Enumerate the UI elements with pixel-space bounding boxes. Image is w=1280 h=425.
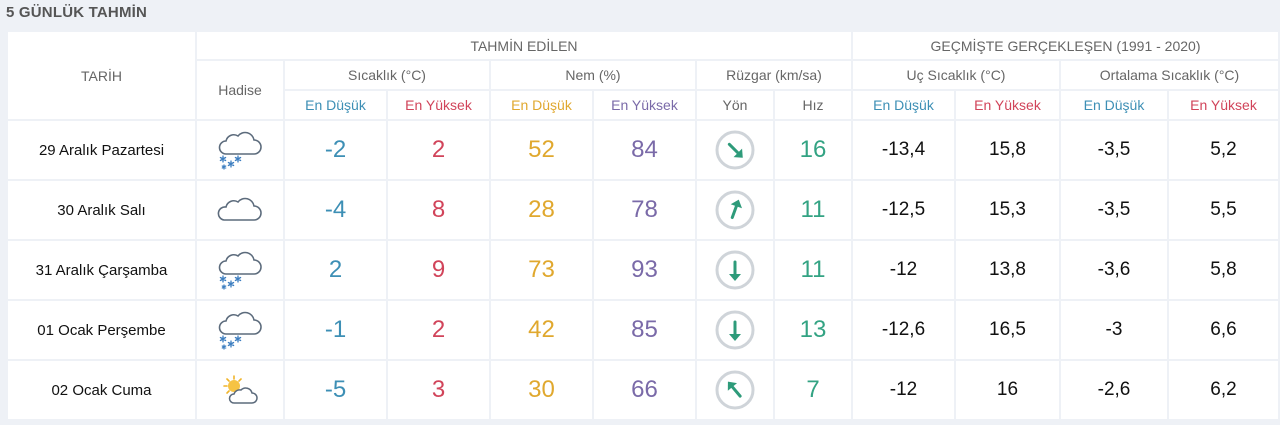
extreme-low: -12 bbox=[853, 241, 954, 299]
row-date: 02 Ocak Cuma bbox=[8, 361, 195, 419]
wind-direction-icon bbox=[697, 181, 773, 239]
header-uc-sicaklik: Uç Sıcaklık (°C) bbox=[853, 61, 1059, 89]
wind-direction-icon bbox=[697, 301, 773, 359]
header-tarih: TARİH bbox=[8, 32, 195, 119]
row-date: 29 Aralık Pazartesi bbox=[8, 121, 195, 179]
table-row: 01 Ocak Perşembe -1 2 42 85 bbox=[8, 301, 1278, 359]
humidity-high: 84 bbox=[594, 121, 695, 179]
subheader-hum-low: En Düşük bbox=[491, 91, 592, 119]
wind-speed: 16 bbox=[775, 121, 851, 179]
humidity-low: 28 bbox=[491, 181, 592, 239]
average-low: -3,6 bbox=[1061, 241, 1167, 299]
page-title: 5 GÜNLÜK TAHMİN bbox=[6, 4, 148, 21]
subheader-hum-high: En Yüksek bbox=[594, 91, 695, 119]
table-row: 31 Aralık Çarşamba 2 9 73 93 bbox=[8, 241, 1278, 299]
row-date: 01 Ocak Perşembe bbox=[8, 301, 195, 359]
temp-high: 3 bbox=[388, 361, 489, 419]
temp-high: 2 bbox=[388, 121, 489, 179]
average-low: -3 bbox=[1061, 301, 1167, 359]
humidity-high: 78 bbox=[594, 181, 695, 239]
average-high: 5,5 bbox=[1169, 181, 1278, 239]
subheader-temp-high: En Yüksek bbox=[388, 91, 489, 119]
extreme-low: -12,5 bbox=[853, 181, 954, 239]
humidity-low: 52 bbox=[491, 121, 592, 179]
temp-high: 2 bbox=[388, 301, 489, 359]
table-row: 29 Aralık Pazartesi -2 2 52 84 bbox=[8, 121, 1278, 179]
sun-cloud-icon bbox=[197, 361, 283, 419]
subheader-wind-speed: Hız bbox=[775, 91, 851, 119]
average-high: 6,6 bbox=[1169, 301, 1278, 359]
cloud-snow-icon bbox=[197, 241, 283, 299]
cloud-snow-icon bbox=[197, 121, 283, 179]
extreme-high: 16,5 bbox=[956, 301, 1059, 359]
wind-speed: 13 bbox=[775, 301, 851, 359]
subheader-temp-low: En Düşük bbox=[285, 91, 386, 119]
wind-speed: 11 bbox=[775, 181, 851, 239]
header-nem: Nem (%) bbox=[491, 61, 695, 89]
temp-low: -4 bbox=[285, 181, 386, 239]
header-sicaklik: Sıcaklık (°C) bbox=[285, 61, 489, 89]
extreme-low: -13,4 bbox=[853, 121, 954, 179]
extreme-low: -12 bbox=[853, 361, 954, 419]
forecast-table: TARİH TAHMİN EDİLEN GEÇMİŞTE GERÇEKLEŞEN… bbox=[6, 30, 1280, 421]
wind-direction-icon bbox=[697, 121, 773, 179]
humidity-high: 66 bbox=[594, 361, 695, 419]
average-high: 5,2 bbox=[1169, 121, 1278, 179]
cloud-icon bbox=[197, 181, 283, 239]
average-low: -2,6 bbox=[1061, 361, 1167, 419]
subheader-wind-dir: Yön bbox=[697, 91, 773, 119]
temp-low: -1 bbox=[285, 301, 386, 359]
temp-high: 8 bbox=[388, 181, 489, 239]
wind-direction-icon bbox=[697, 361, 773, 419]
extreme-high: 16 bbox=[956, 361, 1059, 419]
extreme-high: 15,3 bbox=[956, 181, 1059, 239]
row-date: 30 Aralık Salı bbox=[8, 181, 195, 239]
humidity-high: 85 bbox=[594, 301, 695, 359]
table-row: 30 Aralık Salı -4 8 28 78 11 -12,5 15,3 … bbox=[8, 181, 1278, 239]
extreme-high: 13,8 bbox=[956, 241, 1059, 299]
header-ruzgar: Rüzgar (km/sa) bbox=[697, 61, 851, 89]
extreme-high: 15,8 bbox=[956, 121, 1059, 179]
humidity-low: 73 bbox=[491, 241, 592, 299]
cloud-snow-icon bbox=[197, 301, 283, 359]
subheader-ext-low: En Düşük bbox=[853, 91, 954, 119]
wind-speed: 7 bbox=[775, 361, 851, 419]
wind-direction-icon bbox=[697, 241, 773, 299]
subheader-ext-high: En Yüksek bbox=[956, 91, 1059, 119]
humidity-low: 42 bbox=[491, 301, 592, 359]
table-row: 02 Ocak Cuma -5 3 30 66 bbox=[8, 361, 1278, 419]
wind-speed: 11 bbox=[775, 241, 851, 299]
average-high: 5,8 bbox=[1169, 241, 1278, 299]
header-gecmis: GEÇMİŞTE GERÇEKLEŞEN (1991 - 2020) bbox=[853, 32, 1278, 59]
subheader-avg-high: En Yüksek bbox=[1169, 91, 1278, 119]
humidity-high: 93 bbox=[594, 241, 695, 299]
average-high: 6,2 bbox=[1169, 361, 1278, 419]
average-low: -3,5 bbox=[1061, 121, 1167, 179]
temp-high: 9 bbox=[388, 241, 489, 299]
header-hadise: Hadise bbox=[197, 61, 283, 119]
extreme-low: -12,6 bbox=[853, 301, 954, 359]
header-tahmin: TAHMİN EDİLEN bbox=[197, 32, 851, 59]
subheader-avg-low: En Düşük bbox=[1061, 91, 1167, 119]
temp-low: -5 bbox=[285, 361, 386, 419]
row-date: 31 Aralık Çarşamba bbox=[8, 241, 195, 299]
temp-low: 2 bbox=[285, 241, 386, 299]
average-low: -3,5 bbox=[1061, 181, 1167, 239]
humidity-low: 30 bbox=[491, 361, 592, 419]
temp-low: -2 bbox=[285, 121, 386, 179]
header-ortalama-sicaklik: Ortalama Sıcaklık (°C) bbox=[1061, 61, 1278, 89]
